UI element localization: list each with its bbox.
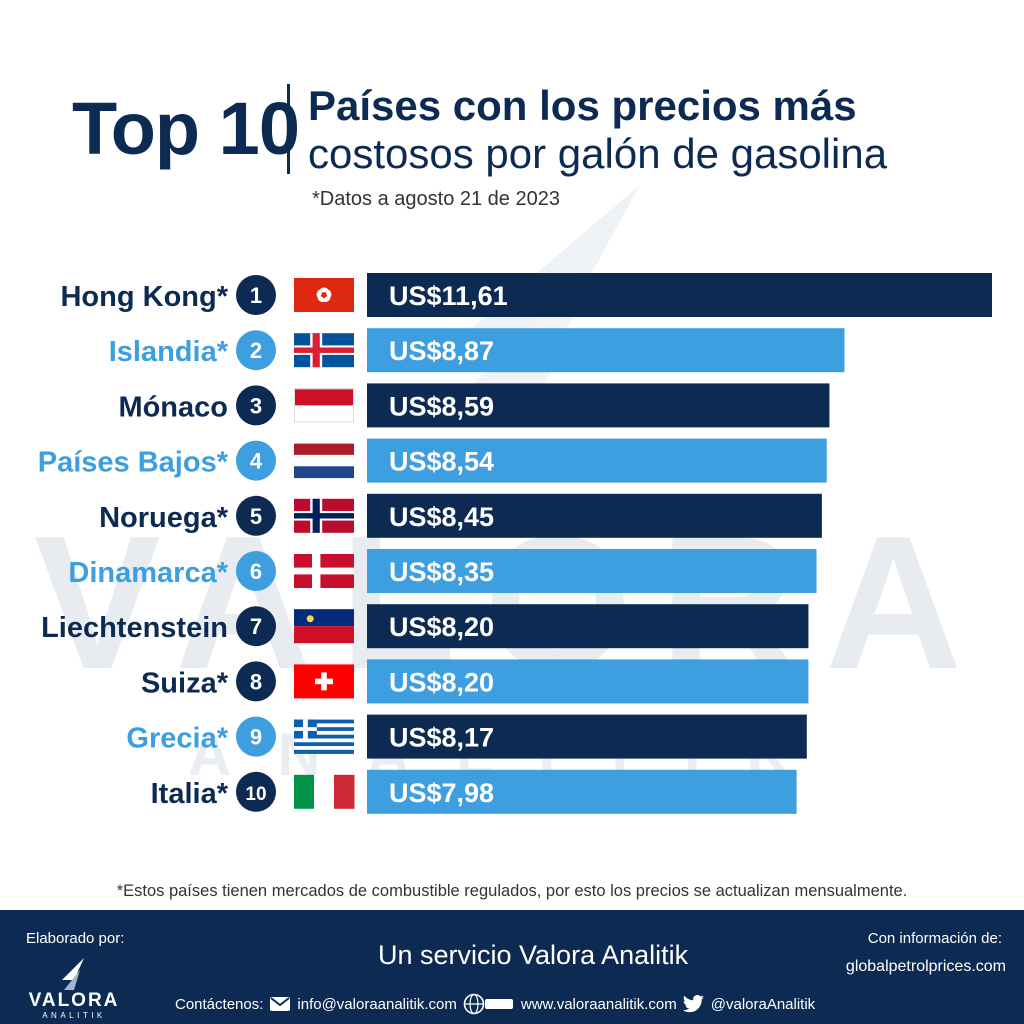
value-label: US$8,54 bbox=[389, 447, 494, 477]
rank-number: 1 bbox=[250, 283, 262, 308]
rank-badge bbox=[236, 440, 276, 481]
norway-flag-icon bbox=[294, 498, 354, 533]
hong-kong-flag-icon bbox=[294, 278, 354, 312]
country-label: Islandia* bbox=[109, 336, 229, 368]
country-label: Mónaco bbox=[118, 391, 228, 423]
valora-logo: VALORA ANALITIK bbox=[29, 958, 120, 1020]
rank-badge bbox=[236, 716, 276, 757]
italy-flag-icon bbox=[294, 774, 355, 809]
made-by-label: Elaborado por: bbox=[26, 930, 125, 947]
contact-bar: Contáctenos: info@valoraanalitik.com www… bbox=[175, 993, 815, 1015]
value-label: US$8,17 bbox=[389, 723, 494, 753]
top-label: Top 10 bbox=[72, 87, 300, 170]
date-note: *Datos a agosto 21 de 2023 bbox=[312, 188, 560, 210]
rank-badge bbox=[236, 771, 276, 812]
rank-number: 4 bbox=[250, 449, 263, 474]
bar bbox=[367, 493, 822, 538]
rank-badge bbox=[236, 385, 276, 426]
rank-badge bbox=[236, 330, 276, 371]
rank-number: 8 bbox=[250, 669, 262, 694]
rank-badge bbox=[236, 606, 276, 647]
bar bbox=[367, 438, 827, 483]
country-label: Suiza* bbox=[141, 667, 229, 699]
rank-number: 7 bbox=[250, 614, 262, 639]
logo-sub: ANALITIK bbox=[42, 1011, 106, 1020]
value-label: US$8,20 bbox=[389, 667, 494, 697]
value-label: US$8,20 bbox=[389, 612, 494, 642]
netherlands-flag-icon bbox=[294, 443, 354, 479]
greece-flag-icon bbox=[294, 719, 354, 754]
contact-label: Contáctenos: bbox=[175, 995, 264, 1013]
value-label: US$8,87 bbox=[389, 336, 494, 366]
twitter-link[interactable]: @valoraAnalitik bbox=[710, 995, 816, 1013]
header: Top 10 Países con los precios más costos… bbox=[0, 0, 1024, 220]
denmark-flag-icon bbox=[294, 554, 354, 588]
rank-number: 9 bbox=[250, 725, 262, 750]
service-text: Un servicio Valora Analitik bbox=[378, 940, 689, 970]
info-site-link[interactable]: globalpetrolprices.com bbox=[845, 958, 1006, 975]
value-label: US$8,45 bbox=[389, 502, 494, 532]
web-icon bbox=[463, 993, 513, 1015]
logo-word: VALORA bbox=[29, 990, 120, 1011]
country-label: Noruega* bbox=[99, 502, 229, 534]
country-label: Dinamarca* bbox=[68, 557, 228, 589]
country-label: Países Bajos* bbox=[38, 447, 229, 479]
monaco-flag-icon bbox=[294, 388, 354, 423]
bar bbox=[367, 383, 830, 428]
rank-badge bbox=[236, 551, 276, 591]
country-label: Italia* bbox=[151, 778, 229, 810]
bar bbox=[367, 769, 797, 814]
rank-number: 10 bbox=[245, 784, 266, 805]
country-label: Liechtenstein bbox=[41, 612, 228, 644]
email-link[interactable]: info@valoraanalitik.com bbox=[297, 995, 457, 1013]
bar bbox=[367, 273, 992, 317]
switzerland-flag-icon bbox=[294, 664, 354, 699]
rank-number: 6 bbox=[250, 559, 262, 584]
bar bbox=[367, 549, 817, 593]
bar bbox=[367, 328, 845, 373]
web-link[interactable]: www.valoraanalitik.com bbox=[520, 995, 677, 1013]
country-label: Grecia* bbox=[126, 723, 228, 755]
rank-number: 3 bbox=[250, 393, 262, 418]
iceland-flag-icon bbox=[294, 333, 354, 368]
rank-badge bbox=[236, 275, 276, 315]
bar bbox=[367, 714, 807, 759]
rank-number: 2 bbox=[250, 338, 262, 363]
mail-icon bbox=[270, 997, 291, 1011]
title-line-2: costosos por galón de gasolina bbox=[308, 130, 888, 177]
header-divider bbox=[287, 84, 290, 174]
footnote: *Estos países tienen mercados de combust… bbox=[116, 882, 908, 900]
logo-wing-icon bbox=[62, 958, 84, 980]
country-label: Hong Kong* bbox=[60, 281, 228, 313]
rank-badge bbox=[236, 495, 276, 536]
twitter-icon bbox=[682, 995, 704, 1013]
info-label: Con información de: bbox=[867, 930, 1002, 947]
value-label: US$8,35 bbox=[389, 557, 494, 587]
value-label: US$8,59 bbox=[389, 391, 494, 421]
footer: Elaborado por: VALORA ANALITIK Un servic… bbox=[0, 910, 1024, 1024]
rank-badge bbox=[236, 661, 276, 702]
bar bbox=[367, 604, 809, 649]
bar-chart: Hong Kong* 1 US$11,61 Islandia* 2 US$8,87 Móna… bbox=[38, 273, 992, 814]
liechtenstein-flag-icon bbox=[294, 609, 354, 644]
title-line-1: Países con los precios más bbox=[308, 82, 857, 129]
rank-number: 5 bbox=[250, 504, 262, 529]
value-label: US$7,98 bbox=[389, 778, 494, 808]
bar bbox=[367, 659, 809, 704]
value-label: US$11,61 bbox=[389, 281, 508, 311]
